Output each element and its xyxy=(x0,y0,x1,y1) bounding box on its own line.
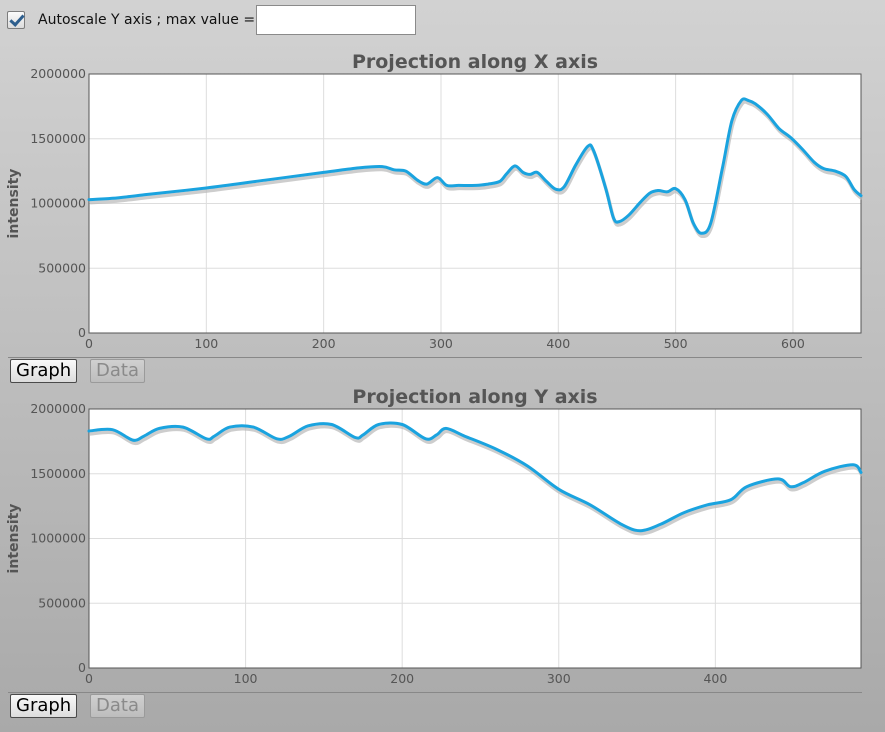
x-tick-label: 0 xyxy=(85,336,93,351)
x-tick-label: 100 xyxy=(234,671,258,686)
y-axis-label: intensity xyxy=(6,169,22,239)
x-tick-label: 200 xyxy=(390,671,414,686)
graph-tab[interactable]: Graph xyxy=(10,359,78,383)
x-tick-label: 500 xyxy=(664,336,688,351)
plot-border xyxy=(88,408,862,669)
x-tick-label: 600 xyxy=(781,336,805,351)
y-tick-label: 0 xyxy=(78,660,86,675)
autoscale-label: Autoscale Y axis ; max value = xyxy=(38,12,256,28)
x-projection-chart: 0 100 200 300 400 500 600 0 500000 1000000 1500000… xyxy=(6,51,864,351)
chart-title: Projection along X axis xyxy=(352,51,598,73)
y-tick-label: 1500000 xyxy=(30,466,86,481)
y-tick-label: 2000000 xyxy=(30,66,86,81)
y-axis-label: intensity xyxy=(6,504,22,574)
plot-border xyxy=(88,73,862,334)
x-tick-label: 400 xyxy=(546,336,570,351)
x-tick-label: 400 xyxy=(703,671,727,686)
y-tick-label: 0 xyxy=(78,325,86,340)
x-projection-panel: 0 100 200 300 400 500 600 0 500000 1000000 1500000… xyxy=(6,51,864,383)
x-tick-label: 100 xyxy=(194,336,218,351)
x-tick-label: 300 xyxy=(547,671,571,686)
series-line xyxy=(87,97,863,235)
series-line xyxy=(87,421,863,533)
x-tick-label: 0 xyxy=(85,671,93,686)
autoscale-checkbox[interactable] xyxy=(7,11,25,29)
tab-separator xyxy=(8,357,862,358)
graph-tab[interactable]: Graph xyxy=(10,694,78,718)
y-tick-label: 1500000 xyxy=(30,131,86,146)
y-tick-label: 1000000 xyxy=(30,196,86,211)
data-tab[interactable]: Data xyxy=(90,694,145,718)
series-line-shadow xyxy=(89,424,864,536)
x-tick-label: 200 xyxy=(312,336,336,351)
y-tick-label: 500000 xyxy=(38,260,86,275)
tab-separator xyxy=(8,692,862,693)
x-tick-label: 300 xyxy=(429,336,453,351)
chart-title: Projection along Y axis xyxy=(352,386,597,408)
data-tab[interactable]: Data xyxy=(90,359,145,383)
y-tick-label: 2000000 xyxy=(30,401,86,416)
y-tick-label: 500000 xyxy=(38,595,86,610)
max-value-input[interactable] xyxy=(256,5,417,35)
y-tick-label: 1000000 xyxy=(30,531,86,546)
autoscale-row: Autoscale Y axis ; max value = xyxy=(7,4,417,36)
